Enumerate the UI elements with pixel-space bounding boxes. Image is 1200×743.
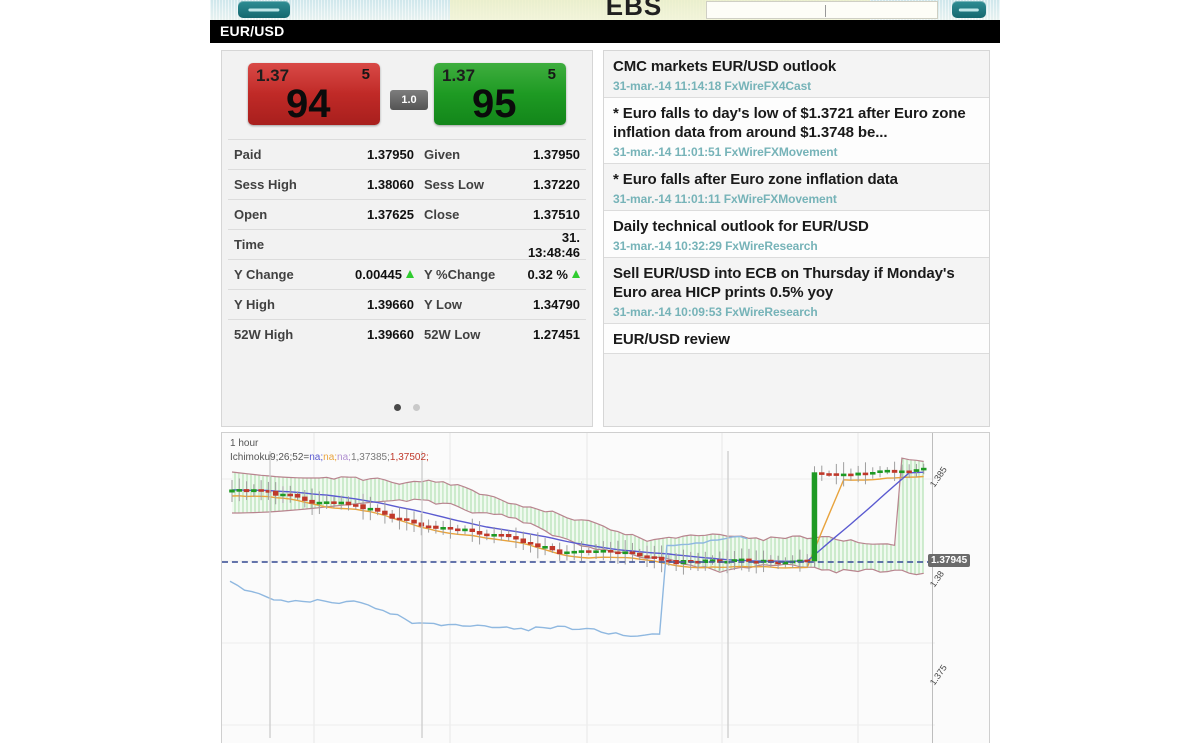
news-headline: * Euro falls after Euro zone inflation d… bbox=[613, 171, 898, 188]
ask-price-pips: 95 bbox=[472, 82, 517, 126]
news-timestamp: 31-mar.-14 10:09:53 FxWireResearch bbox=[613, 305, 818, 319]
quote-row-label: Open bbox=[234, 207, 268, 222]
quote-row-label2: Y %Change bbox=[424, 267, 496, 282]
quote-row: Paid 1.37950 Given 1.37950 bbox=[228, 139, 586, 169]
indicator-value: na; bbox=[309, 452, 324, 463]
indicator-value: na; bbox=[337, 452, 351, 463]
news-item[interactable]: Sell EUR/USD into ECB on Thursday if Mon… bbox=[604, 258, 989, 324]
news-headline: Sell EUR/USD into ECB on Thursday if Mon… bbox=[613, 265, 955, 301]
up-arrow-icon bbox=[406, 270, 414, 278]
news-panel[interactable]: CMC markets EUR/USD outlook 31-mar.-14 11… bbox=[603, 50, 990, 427]
news-item[interactable]: EUR/USD review bbox=[604, 324, 989, 354]
news-timestamp: 31-mar.-14 11:01:51 FxWireFXMovement bbox=[613, 145, 838, 159]
indicator-values: na;na;na;1,37385;1,37502; bbox=[309, 452, 429, 463]
quote-row-value2: 0.32 % bbox=[514, 267, 586, 282]
bid-price-tile[interactable]: 1.37 94 5 bbox=[248, 63, 380, 125]
news-headline: Daily technical outlook for EUR/USD bbox=[613, 218, 869, 235]
indicator-value: 1,37385; bbox=[350, 452, 390, 463]
ask-price-tile[interactable]: 1.37 95 5 bbox=[434, 63, 566, 125]
quote-row-label: 52W High bbox=[234, 327, 294, 342]
pagination-dot[interactable] bbox=[394, 404, 401, 411]
news-timestamp: 31-mar.-14 11:01:11 FxWireFXMovement bbox=[613, 192, 837, 206]
bid-price-fraction: 5 bbox=[361, 66, 370, 83]
quote-row-label2: 52W Low bbox=[424, 327, 481, 342]
indicator-value: 1,37502; bbox=[389, 452, 429, 463]
quote-row: Y Change 0.00445 Y %Change 0.32 % bbox=[228, 259, 586, 289]
news-timestamp: 31-mar.-14 11:14:18 FxWireFX4Cast bbox=[613, 79, 812, 93]
bid-price-pips: 94 bbox=[286, 82, 331, 126]
quote-row-value2: 1.34790 bbox=[533, 297, 580, 312]
indicator-value: na; bbox=[323, 452, 338, 463]
quote-row-value: 1.39660 bbox=[367, 297, 414, 312]
quote-row-value: 1.37950 bbox=[367, 147, 414, 162]
quote-row-label2: Given bbox=[424, 147, 461, 162]
indicator-params: 9;26;52= bbox=[270, 452, 310, 463]
text-caret-icon bbox=[825, 5, 826, 17]
quote-row: 52W High 1.39660 52W Low 1.27451 bbox=[228, 319, 586, 349]
quote-row-value: 1.38060 bbox=[367, 177, 414, 192]
spread-badge: 1.0 bbox=[390, 90, 428, 110]
quote-row-value2: 1.37510 bbox=[533, 207, 580, 222]
quote-row: Time 31. 13:48:46 bbox=[228, 229, 586, 260]
quote-row: Open 1.37625 Close 1.37510 bbox=[228, 199, 586, 229]
quote-row: Sess High 1.38060 Sess Low 1.37220 bbox=[228, 169, 586, 199]
quote-row-label2: Close bbox=[424, 207, 460, 222]
quote-row-value2: 1.27451 bbox=[533, 327, 580, 342]
quote-row-value: 0.00445 bbox=[336, 267, 414, 282]
indicator-name: Ichimoku bbox=[230, 452, 271, 463]
current-price-tag: 1.37945 bbox=[928, 554, 971, 567]
quote-row-label: Y High bbox=[234, 297, 275, 312]
main-stage: 1.37 94 5 1.0 1.37 95 5 Paid 1.37950 Given… bbox=[210, 43, 1000, 743]
quote-row-label2: Sess Low bbox=[424, 177, 484, 192]
news-item[interactable]: CMC markets EUR/USD outlook 31-mar.-14 11… bbox=[604, 51, 989, 98]
pill-bar-icon bbox=[958, 8, 980, 11]
quote-row-label: Y Change bbox=[234, 267, 294, 282]
news-timestamp: 31-mar.-14 10:32:29 FxWireResearch bbox=[613, 239, 818, 253]
search-input[interactable] bbox=[706, 1, 938, 19]
price-tiles: 1.37 94 5 1.0 1.37 95 5 bbox=[222, 51, 592, 133]
minimize-pill-icon[interactable] bbox=[952, 1, 986, 18]
quote-row-value: 1.39660 bbox=[367, 327, 414, 342]
app-logo: EBS bbox=[605, 0, 663, 20]
quote-stats-table: Paid 1.37950 Given 1.37950 Sess High 1.38060 S… bbox=[222, 139, 592, 349]
quote-pagination[interactable] bbox=[222, 398, 592, 416]
pill-bar-icon bbox=[248, 8, 280, 11]
ask-price-prefix: 1.37 bbox=[442, 66, 476, 85]
pagination-dot[interactable] bbox=[413, 404, 420, 411]
chart-axis-divider bbox=[932, 433, 933, 743]
price-chart[interactable]: 1 hour Ichimoku9;26;52=na;na;na;1,37385;… bbox=[221, 432, 990, 743]
instrument-title-bar: EUR/USD bbox=[210, 20, 1000, 43]
quote-row-label: Sess High bbox=[234, 177, 297, 192]
quote-row-value2: 31. 13:48:46 bbox=[527, 229, 580, 260]
news-headline: EUR/USD review bbox=[613, 331, 730, 348]
quote-panel: 1.37 94 5 1.0 1.37 95 5 Paid 1.37950 Given… bbox=[221, 50, 593, 427]
menu-pill-icon[interactable] bbox=[238, 1, 290, 18]
ask-price-fraction: 5 bbox=[547, 66, 556, 83]
news-headline: * Euro falls to day's low of $1.3721 aft… bbox=[613, 105, 966, 141]
quote-row-label: Paid bbox=[234, 147, 262, 162]
quote-row-label: Time bbox=[234, 237, 265, 252]
chart-indicator-label: Ichimoku9;26;52=na;na;na;1,37385;1,37502… bbox=[230, 452, 429, 463]
news-item[interactable]: * Euro falls to day's low of $1.3721 aft… bbox=[604, 98, 989, 164]
chart-canvas bbox=[222, 433, 935, 743]
quote-row-label2: Y Low bbox=[424, 297, 463, 312]
quote-row-value: 1.37625 bbox=[367, 207, 414, 222]
quote-row: Y High 1.39660 Y Low 1.34790 bbox=[228, 289, 586, 319]
news-headline: CMC markets EUR/USD outlook bbox=[613, 58, 837, 75]
chart-timeframe-label: 1 hour bbox=[230, 438, 259, 449]
quote-row-value2: 1.37950 bbox=[533, 147, 580, 162]
up-arrow-icon bbox=[572, 270, 580, 278]
current-price-line bbox=[222, 561, 933, 563]
quote-row-value2: 1.37220 bbox=[533, 177, 580, 192]
news-item[interactable]: Daily technical outlook for EUR/USD 31-ma… bbox=[604, 211, 989, 258]
window-chrome-bar: EBS bbox=[210, 0, 1000, 20]
news-item[interactable]: * Euro falls after Euro zone inflation d… bbox=[604, 164, 989, 211]
bid-price-prefix: 1.37 bbox=[256, 66, 290, 85]
